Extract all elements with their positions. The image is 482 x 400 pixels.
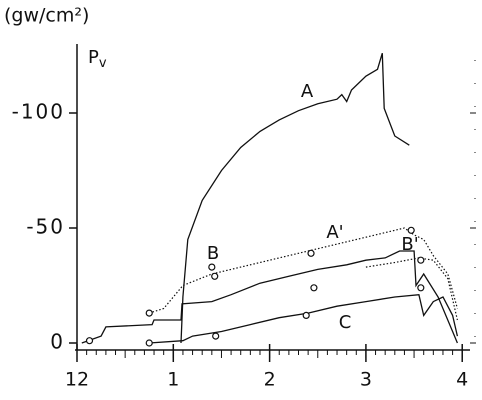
series-line [180, 53, 410, 344]
series-line [149, 227, 458, 314]
y-tick-label: -50 [26, 215, 65, 239]
data-point [212, 332, 220, 340]
y-symbol-main: P [88, 47, 99, 68]
data-point [417, 284, 425, 292]
series-label: B' [401, 234, 418, 255]
data-point [85, 337, 94, 345]
series-label: A' [326, 222, 343, 243]
data-point [302, 311, 310, 319]
y-symbol: Pv [88, 47, 107, 71]
x-tick-label: 2 [264, 369, 276, 391]
data-point [211, 272, 219, 280]
data-point [307, 249, 315, 257]
x-tick-label: 4 [456, 369, 468, 391]
series-label: B [207, 243, 219, 264]
data-point [417, 256, 425, 264]
series-line [81, 250, 458, 344]
x-tick-label: 3 [360, 369, 372, 391]
series-line [149, 293, 459, 344]
y-unit: (gw/cm²) [4, 5, 89, 27]
data-point [407, 226, 415, 234]
x-tick-label: 12 [65, 369, 89, 391]
data-point [310, 284, 318, 292]
y-tick-label: 0 [50, 330, 65, 354]
data-point [208, 263, 216, 271]
series-label: C [339, 312, 352, 333]
y-tick-label: -100 [12, 100, 65, 124]
y-symbol-sub: v [99, 56, 107, 71]
x-tick-label: 1 [167, 369, 179, 391]
series-label: A [301, 81, 314, 102]
data-point [145, 309, 153, 317]
data-point [145, 339, 153, 347]
series-line [365, 257, 458, 321]
